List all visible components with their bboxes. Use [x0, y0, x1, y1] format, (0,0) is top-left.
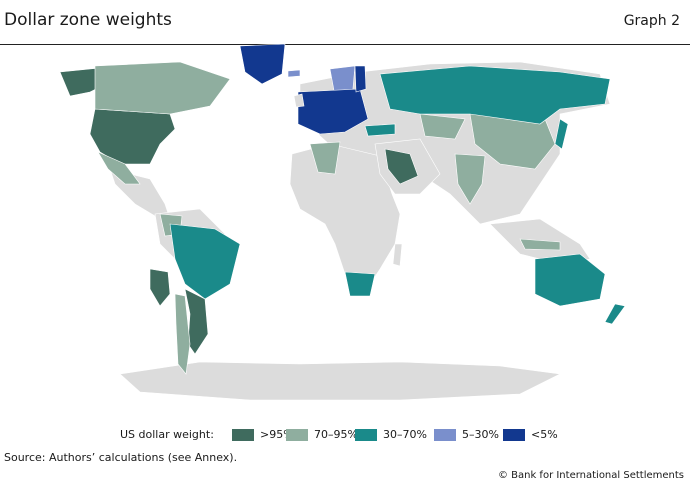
legend-label: <5%	[531, 428, 558, 441]
region-kazakhstan	[419, 113, 466, 140]
region-greenland	[239, 44, 286, 85]
region-russia	[379, 65, 611, 125]
header: Dollar zone weights Graph 2	[0, 0, 690, 45]
source-note: Source: Authors’ calculations (see Annex…	[4, 451, 238, 464]
region-new-zealand	[604, 303, 626, 325]
legend-label: 30–70%	[383, 428, 427, 441]
region-india	[454, 153, 486, 205]
region-chile	[174, 293, 191, 375]
legend-swatch	[355, 428, 377, 441]
region-antarctica	[119, 361, 562, 401]
region-saudi-arabia	[384, 148, 419, 185]
chart-title: Dollar zone weights	[4, 10, 172, 30]
legend-item-lt5: <5%	[503, 428, 558, 441]
world-map	[59, 44, 626, 401]
region-canada	[94, 61, 231, 115]
legend-title: US dollar weight:	[120, 428, 214, 441]
region-algeria	[309, 141, 341, 175]
graph-label: Graph 2	[623, 13, 680, 29]
legend-item-5-30: 5–30%	[434, 428, 499, 441]
region-japan	[554, 118, 569, 150]
region-turkey	[364, 123, 396, 137]
region-usa	[89, 108, 176, 165]
legend-swatch	[434, 428, 456, 441]
region-iceland	[287, 69, 301, 78]
legend-item-70-95: 70–95%	[286, 428, 358, 441]
legend-item-30-70: 30–70%	[355, 428, 427, 441]
region-mexico	[97, 151, 141, 185]
region-brazil	[169, 223, 241, 300]
legend-label: 70–95%	[314, 428, 358, 441]
legend: US dollar weight: >95% 70–95% 30–70% 5–3…	[0, 428, 690, 444]
legend-swatch	[503, 428, 525, 441]
region-madagascar	[392, 243, 403, 267]
region-peru	[149, 268, 171, 307]
legend-item-gt95: >95%	[232, 428, 294, 441]
region-south-africa	[344, 271, 376, 297]
region-australia	[534, 253, 606, 307]
region-uk-ireland	[293, 93, 305, 108]
legend-label: >95%	[260, 428, 294, 441]
legend-label: 5–30%	[462, 428, 499, 441]
legend-swatch	[232, 428, 254, 441]
region-finland	[354, 65, 367, 93]
copyright: © Bank for International Settlements	[497, 470, 684, 481]
region-indonesia	[519, 238, 561, 251]
legend-swatch	[286, 428, 308, 441]
